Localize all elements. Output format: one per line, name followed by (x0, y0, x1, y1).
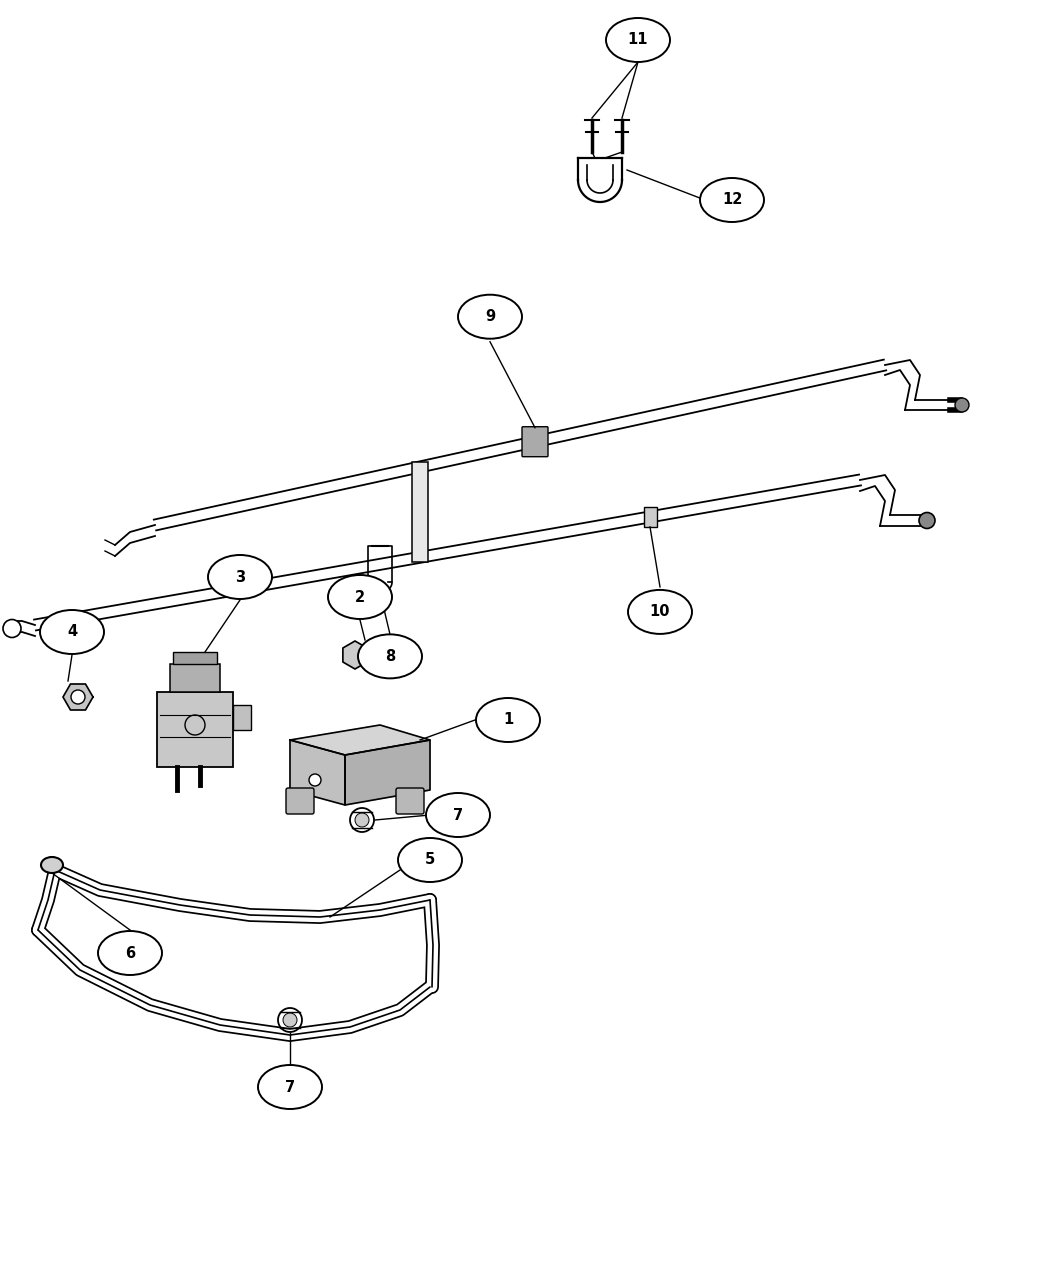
Ellipse shape (98, 931, 162, 975)
Ellipse shape (700, 179, 764, 222)
Text: 7: 7 (453, 807, 463, 822)
Bar (412, 462, 428, 562)
Circle shape (919, 513, 934, 529)
Polygon shape (290, 740, 345, 805)
Text: 5: 5 (425, 853, 435, 867)
Text: 11: 11 (628, 32, 648, 47)
Circle shape (3, 620, 21, 638)
Circle shape (956, 398, 969, 412)
Polygon shape (345, 740, 430, 805)
Text: 4: 4 (67, 625, 77, 640)
FancyBboxPatch shape (158, 692, 233, 768)
Ellipse shape (476, 697, 540, 742)
Polygon shape (63, 683, 93, 710)
Text: 2: 2 (355, 589, 365, 604)
Text: 8: 8 (385, 649, 395, 664)
Text: 6: 6 (125, 946, 135, 960)
Text: 3: 3 (235, 570, 245, 584)
Text: 7: 7 (285, 1080, 295, 1094)
Circle shape (284, 1014, 297, 1026)
Text: 1: 1 (503, 713, 513, 728)
Bar (173, 652, 217, 664)
Ellipse shape (458, 295, 522, 339)
Bar (644, 507, 656, 527)
Ellipse shape (40, 609, 104, 654)
Ellipse shape (358, 635, 422, 678)
Ellipse shape (398, 838, 462, 882)
Ellipse shape (258, 1065, 322, 1109)
Polygon shape (343, 641, 368, 669)
Polygon shape (290, 725, 430, 755)
Ellipse shape (208, 555, 272, 599)
Text: 10: 10 (650, 604, 670, 620)
Ellipse shape (606, 18, 670, 62)
Ellipse shape (426, 793, 490, 836)
Text: 9: 9 (485, 310, 495, 324)
Circle shape (355, 813, 369, 827)
FancyBboxPatch shape (286, 788, 314, 813)
Ellipse shape (628, 590, 692, 634)
Bar (233, 705, 251, 731)
Circle shape (71, 690, 85, 704)
Text: 12: 12 (721, 193, 742, 208)
FancyBboxPatch shape (522, 427, 548, 456)
Circle shape (309, 774, 321, 785)
Ellipse shape (41, 857, 63, 873)
FancyBboxPatch shape (396, 788, 424, 813)
FancyBboxPatch shape (170, 664, 220, 692)
Ellipse shape (328, 575, 392, 618)
